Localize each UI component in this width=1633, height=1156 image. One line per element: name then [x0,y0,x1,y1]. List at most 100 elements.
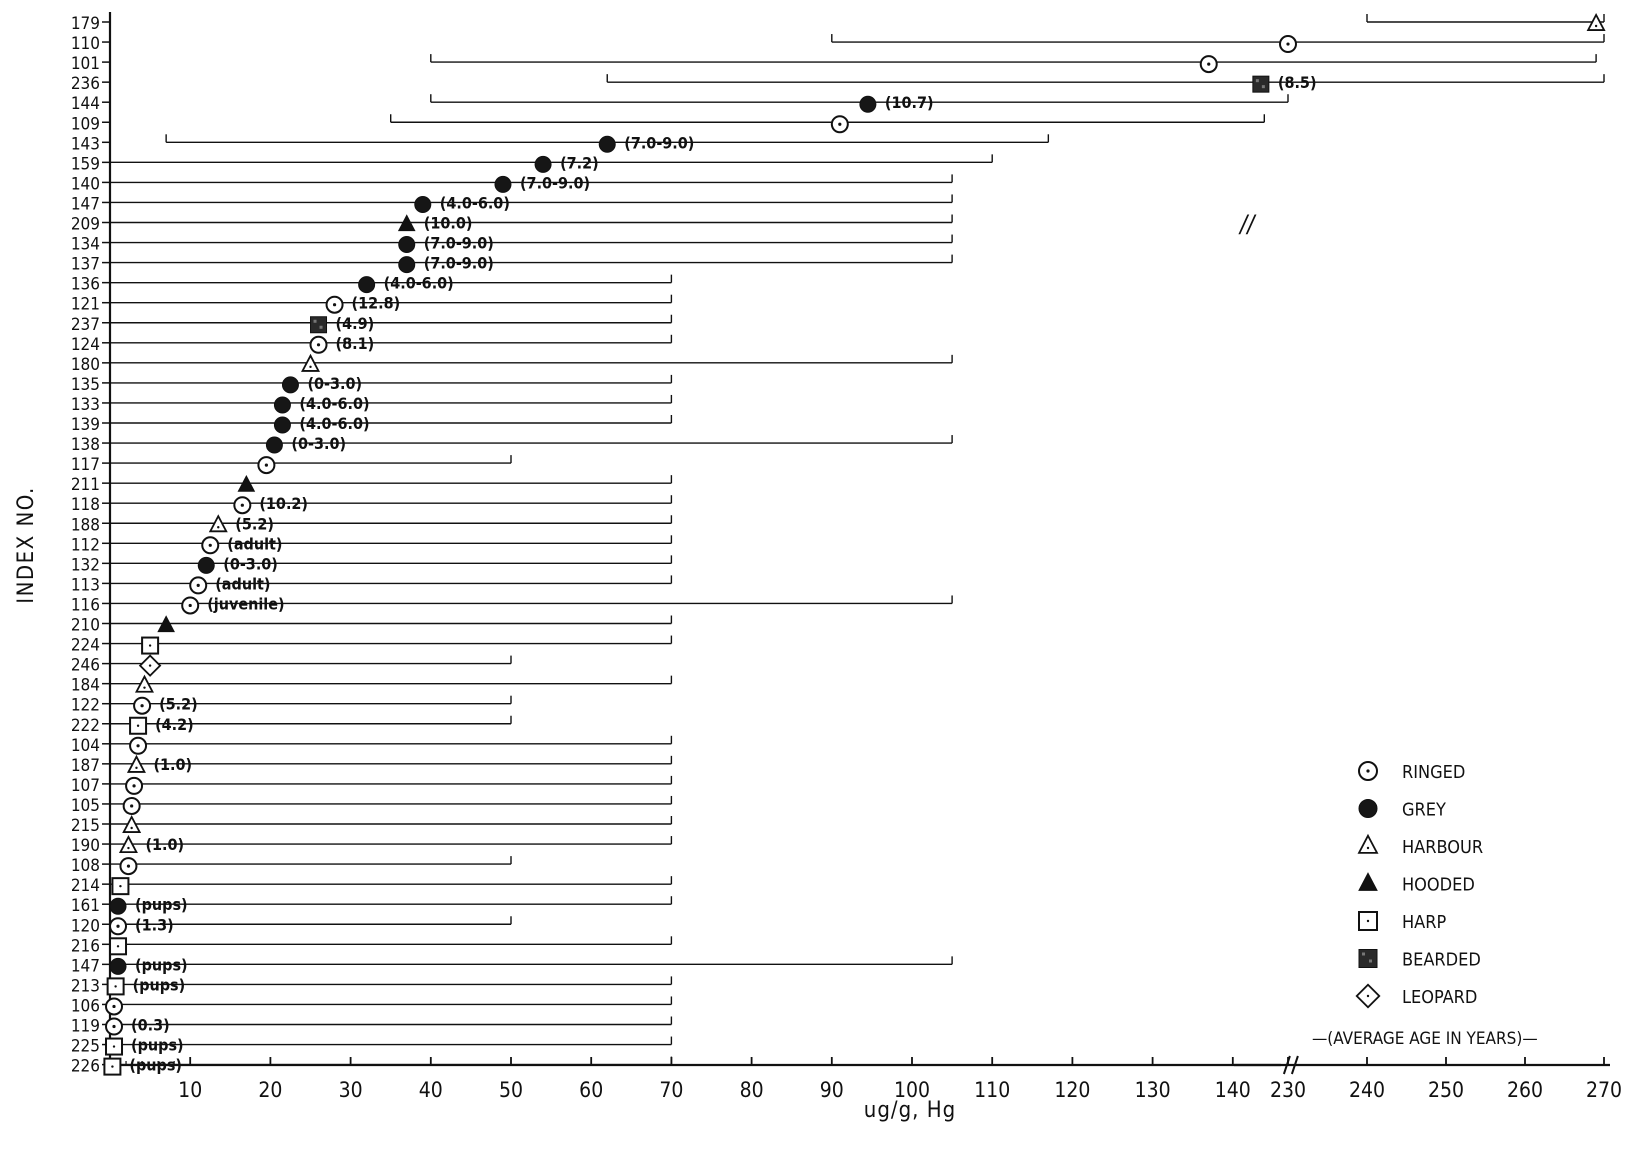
data-row: 112 (adult) [71,534,673,555]
row-index-label: 224 [71,636,100,656]
data-row: 136 (4.0-6.0) [71,274,673,295]
legend-label: RINGED [1402,762,1465,783]
row-index-label: 215 [71,816,100,836]
age-label: (adult) [215,574,270,593]
x-tick-label: 270 [1586,1078,1622,1102]
row-index-label: 138 [71,435,100,455]
row-index-label: 188 [71,515,100,535]
data-row: 224 [71,635,673,656]
age-label: (12.8) [352,294,401,313]
age-label: (4.0-6.0) [299,414,369,433]
data-row: 179 [71,12,1606,34]
hooded-icon [1358,872,1378,891]
age-label: (pups) [135,895,188,914]
data-point-ringed [105,997,124,1016]
x-tick-label: 260 [1507,1078,1543,1102]
row-index-label: 140 [71,174,100,194]
harp-icon [1358,911,1378,931]
data-row: 222 (4.2) [71,715,512,736]
x-tick-label: 110 [974,1078,1010,1102]
data-point-bearded [310,316,328,334]
row-index-label: 112 [71,535,100,555]
row-index-label: 225 [71,1037,100,1057]
data-point-grey [197,556,215,574]
row-index-label: 101 [71,54,100,74]
age-label: (0-3.0) [223,554,278,573]
age-label: (4.2) [155,715,194,734]
data-point-harp [109,937,128,956]
row-index-label: 106 [71,996,100,1016]
row-index-label: 117 [71,455,100,475]
row-index-label: 113 [71,575,100,595]
x-tick-label: 140 [1215,1078,1251,1102]
row-index-label: 143 [71,134,100,154]
x-tick-label: 40 [419,1078,443,1102]
row-index-label: 136 [71,275,100,295]
data-row: 144 (10.7) [71,93,1289,114]
x-tick-label: 90 [820,1078,844,1102]
x-tick-label: 80 [740,1078,764,1102]
row-index-label: 124 [71,335,100,355]
data-row: 110 [71,34,1605,54]
data-row: 214 [71,876,673,896]
data-row: 215 [71,814,673,836]
legend-item-bearded: BEARDED [1358,949,1481,971]
data-point-grey [414,195,432,213]
data-point-grey [109,957,127,975]
data-point-ringed [325,295,344,314]
row-index-label: 121 [71,295,100,315]
row-index-label: 184 [71,676,100,696]
data-point-harbour [134,674,154,693]
x-axis-title: ug/g, Hg [864,1098,956,1123]
data-row: 122 (5.2) [71,695,512,716]
data-row: 190 (1.0) [71,834,673,856]
data-row: 236 (8.5) [71,73,1605,94]
data-row: 113 (adult) [71,574,673,595]
data-row: 159 (7.2) [71,153,993,174]
age-label: (1.3) [135,915,174,934]
row-index-label: 132 [71,555,100,575]
row-index-label: 180 [71,355,100,375]
data-row: 104 [71,735,673,756]
data-row: 209 (10.0) [71,214,953,235]
data-point-harp [105,1037,124,1056]
age-label: (0-3.0) [307,374,362,393]
row-index-label: 246 [71,656,100,676]
age-label: (5.2) [235,514,274,533]
harbour-icon [1357,833,1379,854]
data-point-ringed [1199,55,1218,74]
row-index-label: 209 [71,215,100,235]
data-point-ringed [201,536,220,555]
legend-item-harp: HARP [1358,911,1447,933]
x-tick-label: 30 [339,1078,363,1102]
legend: RINGED GREY HARBOUR HOODED HARP BEARDED LEOPAR… [1312,761,1538,1049]
data-point-harbour [1586,12,1606,31]
data-point-ringed [257,456,276,475]
age-label: (5.2) [159,695,198,714]
legend-item-leopard: LEOPARD [1355,983,1477,1009]
row-index-label: 190 [71,836,100,856]
x-axis-break-stroke [1290,1055,1299,1075]
age-label: (juvenile) [207,594,284,613]
row-index-label: 108 [71,856,100,876]
data-row: 118 (10.2) [71,494,673,515]
data-point-hooded [157,615,175,633]
data-point-ringed [129,736,148,755]
data-point-grey [534,155,552,173]
row-index-label: 214 [71,876,100,896]
row-index-label: 147 [71,194,100,214]
age-label: (pups) [131,1036,184,1055]
legend-item-hooded: HOODED [1358,872,1475,896]
x-tick-label: 10 [178,1078,202,1102]
data-point-grey [265,436,283,454]
row-index-label: 133 [71,395,100,415]
data-point-harbour [122,814,142,833]
data-point-ringed [1279,35,1297,54]
data-point-harp [129,716,148,735]
legend-item-grey: GREY [1358,799,1446,821]
x-tick-label: 240 [1349,1078,1385,1102]
row-index-label: 144 [71,94,100,114]
data-point-hooded [237,474,256,492]
data-row: 124 (8.1) [71,334,673,355]
